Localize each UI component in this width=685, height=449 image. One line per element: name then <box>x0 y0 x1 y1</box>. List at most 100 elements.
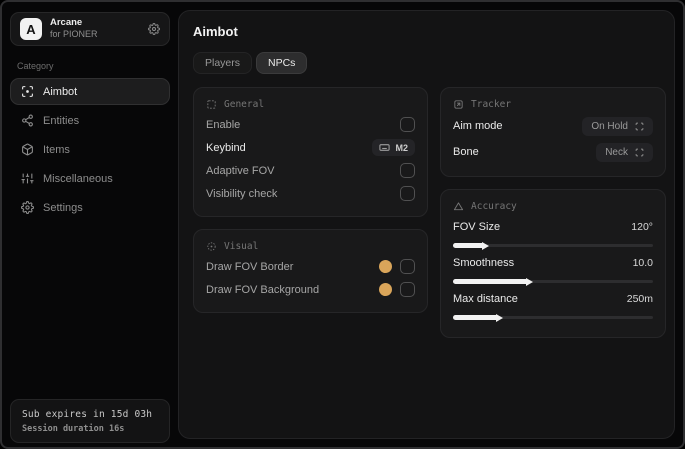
row-controls <box>379 282 415 297</box>
row-label: Aim mode <box>453 120 503 132</box>
gear-icon <box>21 201 34 214</box>
slider-group-max-distance: Max distance 250m <box>453 290 653 322</box>
keybind-button[interactable]: M2 <box>372 139 415 156</box>
gear-icon[interactable] <box>148 23 160 35</box>
brand-name: Arcane <box>50 17 83 29</box>
slider-track <box>453 244 653 247</box>
tab-npcs[interactable]: NPCs <box>256 52 308 74</box>
sub-expiry-text: Sub expires in 15d 03h <box>22 409 153 420</box>
fov-background-checkbox[interactable] <box>400 282 415 297</box>
accuracy-card-header: Accuracy <box>453 199 653 215</box>
sliders-icon <box>21 172 34 185</box>
slider-group-smoothness: Smoothness 10.0 <box>453 254 653 286</box>
select-value: Neck <box>605 146 628 158</box>
aperture-icon <box>206 241 217 252</box>
brand-subtitle: for PIONER <box>50 29 98 40</box>
sidebar-item-label: Items <box>43 143 70 156</box>
slider-label-row: Smoothness 10.0 <box>453 254 653 272</box>
row-controls <box>379 259 415 274</box>
color-swatch[interactable] <box>379 283 392 296</box>
setting-row-fov-background: Draw FOV Background <box>206 278 415 301</box>
session-duration-text: Session duration 16s <box>22 424 125 434</box>
crosshair-icon <box>21 85 34 98</box>
card-title: Tracker <box>471 99 512 110</box>
max-distance-slider[interactable] <box>453 313 653 322</box>
setting-row-bone: Bone Neck <box>453 139 653 165</box>
brand-text: Arcane for PIONER <box>50 17 98 40</box>
slider-value: 10.0 <box>632 257 653 269</box>
sidebar-item-label: Settings <box>43 201 83 214</box>
row-label: FOV Size <box>453 221 501 233</box>
sidebar-item-settings[interactable]: Settings <box>10 194 170 221</box>
tracker-card-header: Tracker <box>453 97 653 113</box>
setting-row-enable: Enable <box>206 113 415 136</box>
enable-checkbox[interactable] <box>400 117 415 132</box>
setting-row-aim-mode: Aim mode On Hold <box>453 113 653 139</box>
row-label: Keybind <box>206 141 246 154</box>
slider-label-row: Max distance 250m <box>453 290 653 308</box>
main-panel: Aimbot Players NPCs General Enable <box>178 10 675 439</box>
select-value: On Hold <box>591 120 628 132</box>
right-column: Tracker Aim mode On Hold Bone <box>440 87 666 338</box>
setting-row-fov-border: Draw FOV Border <box>206 255 415 278</box>
smoothness-slider[interactable] <box>453 277 653 286</box>
tab-players[interactable]: Players <box>193 52 253 74</box>
visual-card-header: Visual <box>206 239 415 255</box>
triangle-icon <box>453 201 464 212</box>
row-label: Max distance <box>453 293 518 305</box>
adaptive-fov-checkbox[interactable] <box>400 163 415 178</box>
slider-group-fov-size: FOV Size 120° <box>453 218 653 250</box>
slider-track <box>453 316 653 319</box>
slider-fill <box>453 241 489 250</box>
visual-card: Visual Draw FOV Border Draw FOV Backgrou… <box>193 229 428 313</box>
tab-bar: Players NPCs <box>193 52 666 74</box>
row-label: Draw FOV Background <box>206 283 320 296</box>
keyboard-icon <box>379 142 391 153</box>
sidebar-item-items[interactable]: Items <box>10 136 170 163</box>
row-label: Draw FOV Border <box>206 260 294 273</box>
sidebar-item-miscellaneous[interactable]: Miscellaneous <box>10 165 170 192</box>
sidebar-item-aimbot[interactable]: Aimbot <box>10 78 170 105</box>
page-title: Aimbot <box>193 24 238 39</box>
keybind-value: M2 <box>395 142 408 153</box>
fov-border-checkbox[interactable] <box>400 259 415 274</box>
brand-card: A Arcane for PIONER <box>10 12 170 46</box>
sidebar-item-entities[interactable]: Entities <box>10 107 170 134</box>
sidebar-item-label: Entities <box>43 114 80 127</box>
category-label: Category <box>17 61 54 71</box>
aim-mode-select[interactable]: On Hold <box>582 116 653 136</box>
sidebar-item-label: Miscellaneous <box>43 172 113 185</box>
sidebar-nav: Aimbot Entities Items Miscellaneous <box>10 78 170 221</box>
setting-row-keybind: Keybind M2 <box>206 136 415 159</box>
row-label: Bone <box>453 146 479 158</box>
slider-value: 250m <box>626 293 653 305</box>
slider-fill <box>453 313 503 322</box>
visibility-check-checkbox[interactable] <box>400 186 415 201</box>
row-label: Adaptive FOV <box>206 164 275 177</box>
setting-row-visibility-check: Visibility check <box>206 182 415 205</box>
card-title: Visual <box>224 241 259 252</box>
content-grid: General Enable Keybind M2 <box>193 87 666 338</box>
expand-icon <box>635 148 644 157</box>
tracker-card: Tracker Aim mode On Hold Bone <box>440 87 666 177</box>
color-swatch[interactable] <box>379 260 392 273</box>
expand-icon <box>635 122 644 131</box>
card-title: General <box>224 99 265 110</box>
frame-icon <box>453 99 464 110</box>
subscription-card: Sub expires in 15d 03h Session duration … <box>10 399 170 443</box>
package-icon <box>21 143 34 156</box>
sidebar-item-label: Aimbot <box>43 85 78 98</box>
row-label: Visibility check <box>206 187 278 200</box>
row-label: Smoothness <box>453 257 515 269</box>
left-column: General Enable Keybind M2 <box>193 87 428 313</box>
setting-row-adaptive-fov: Adaptive FOV <box>206 159 415 182</box>
general-card: General Enable Keybind M2 <box>193 87 428 217</box>
brand-logo: A <box>20 18 42 40</box>
slider-value: 120° <box>631 221 653 233</box>
dashed-box-icon <box>206 99 217 110</box>
slider-fill <box>453 277 533 286</box>
bone-select[interactable]: Neck <box>596 142 653 162</box>
sidebar: A Arcane for PIONER Category Aimbot <box>2 2 178 447</box>
fov-size-slider[interactable] <box>453 241 653 250</box>
